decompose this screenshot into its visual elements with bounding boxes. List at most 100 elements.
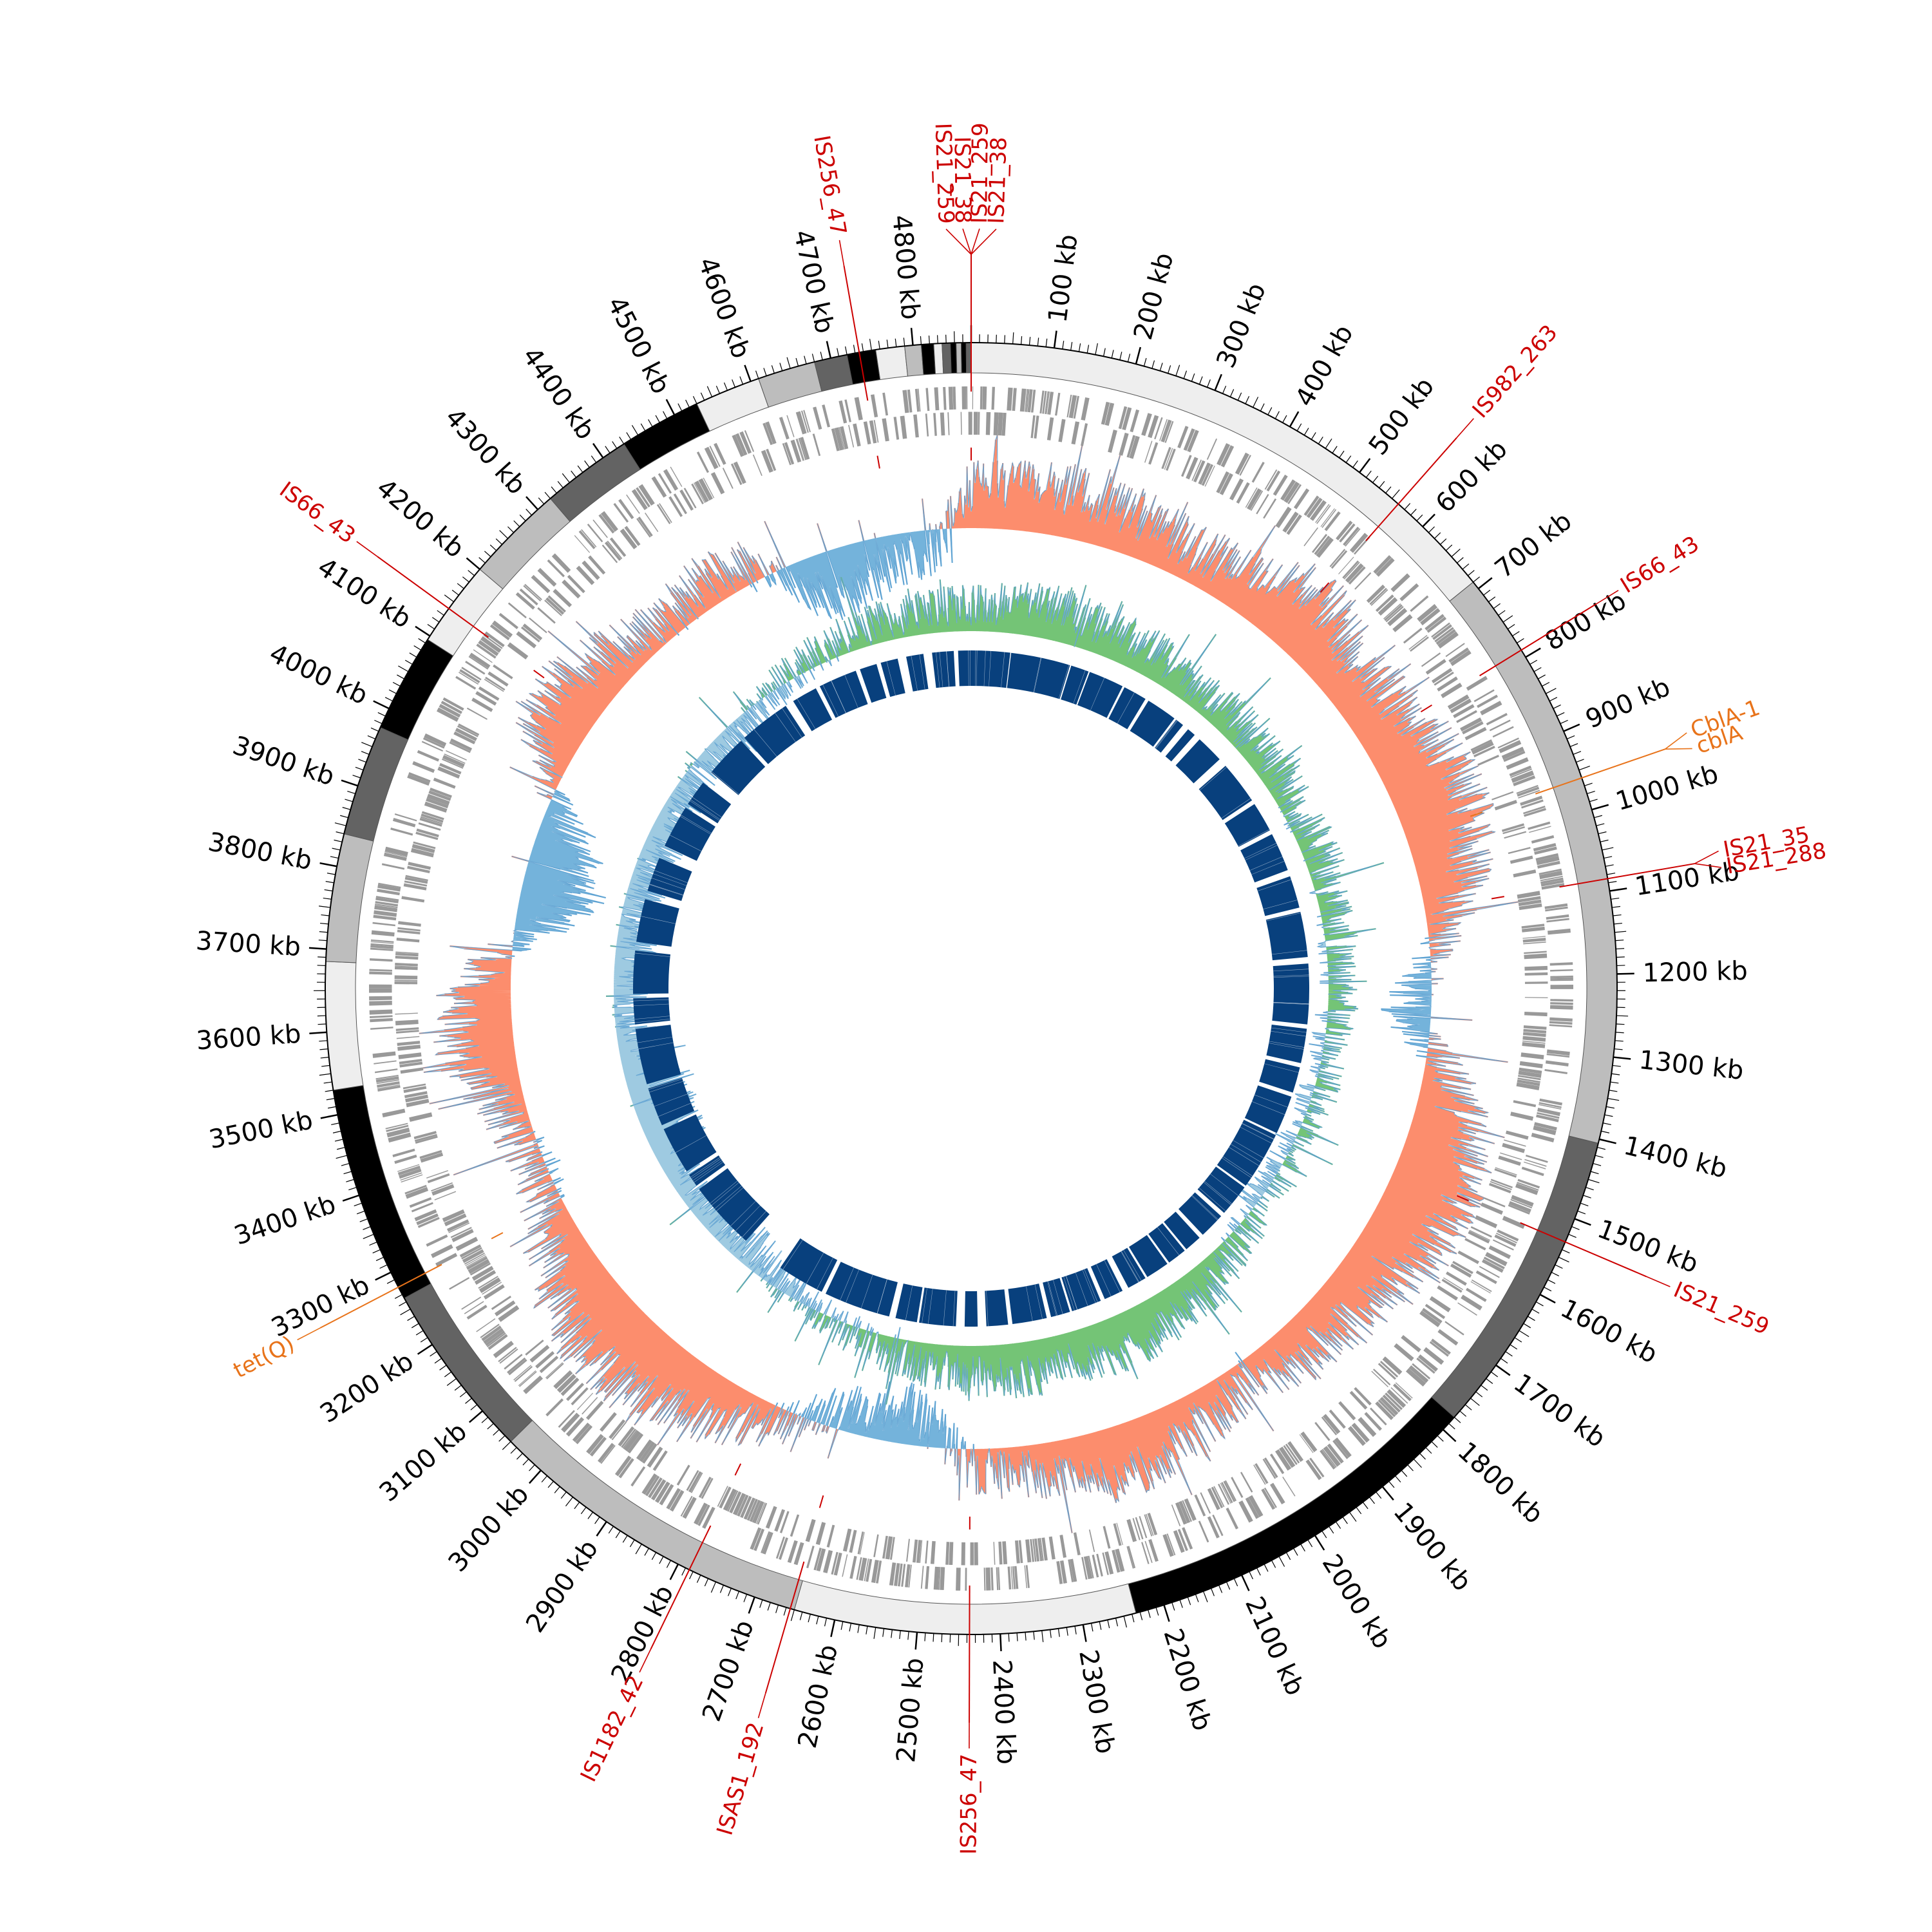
gene-feature bbox=[1081, 1557, 1088, 1580]
gene-feature bbox=[710, 472, 725, 495]
gene-feature bbox=[779, 1511, 790, 1533]
gene-feature bbox=[882, 392, 889, 416]
blast-gap-line bbox=[1164, 728, 1188, 757]
gene-feature bbox=[498, 1347, 517, 1363]
minor-tick bbox=[444, 1371, 452, 1378]
minor-tick bbox=[560, 1492, 567, 1499]
blast-gap-line bbox=[692, 797, 722, 818]
blast-gap-line bbox=[1273, 1002, 1309, 1005]
gene-feature bbox=[582, 560, 600, 580]
gene-feature bbox=[1104, 1551, 1114, 1575]
minor-tick bbox=[468, 570, 475, 576]
minor-tick bbox=[1616, 1023, 1625, 1025]
blast-gap-line bbox=[1047, 1281, 1057, 1316]
gene-feature bbox=[940, 1567, 945, 1591]
major-tick bbox=[309, 1031, 327, 1034]
gene-feature bbox=[1071, 421, 1080, 445]
minor-tick bbox=[1151, 360, 1155, 369]
gene-feature bbox=[1101, 401, 1110, 425]
minor-tick bbox=[1148, 1609, 1151, 1618]
gene-feature bbox=[1327, 1443, 1344, 1464]
gene-feature bbox=[375, 1076, 399, 1083]
minor-tick bbox=[849, 1623, 852, 1632]
minor-tick bbox=[1578, 766, 1590, 771]
gene-feature bbox=[762, 422, 773, 446]
major-tick bbox=[1289, 411, 1300, 428]
gene-feature bbox=[1201, 464, 1213, 486]
gene-feature bbox=[1422, 1307, 1443, 1324]
gene-feature bbox=[1550, 979, 1573, 981]
gene-feature bbox=[1536, 855, 1560, 866]
minor-tick bbox=[1615, 1032, 1624, 1034]
gene-feature bbox=[535, 1351, 555, 1368]
minor-tick bbox=[342, 807, 351, 810]
minor-tick bbox=[1025, 1632, 1027, 1641]
gene-feature bbox=[1034, 415, 1039, 439]
gene-feature bbox=[1503, 750, 1526, 762]
minor-tick bbox=[1095, 343, 1098, 355]
minor-tick bbox=[1168, 365, 1171, 374]
gene-feature bbox=[405, 1094, 428, 1103]
gene-feature bbox=[1025, 1565, 1030, 1588]
gene-feature bbox=[985, 412, 991, 435]
major-tick bbox=[1163, 1604, 1170, 1622]
gene-feature bbox=[446, 1219, 469, 1232]
minor-tick bbox=[663, 411, 668, 419]
gene-feature bbox=[1059, 1560, 1067, 1584]
blast-gap-line bbox=[860, 1274, 873, 1309]
gene-feature bbox=[1522, 938, 1546, 943]
minor-tick bbox=[1486, 1378, 1493, 1384]
minor-tick bbox=[816, 1616, 819, 1625]
minor-tick bbox=[1594, 815, 1602, 819]
gene-feature bbox=[1475, 1270, 1497, 1284]
minor-tick bbox=[996, 334, 997, 343]
minor-tick bbox=[1551, 1272, 1559, 1276]
gene-feature bbox=[368, 988, 392, 993]
blast-gap-line bbox=[1191, 1195, 1218, 1220]
minor-tick bbox=[320, 922, 329, 925]
gene-feature bbox=[1141, 1542, 1150, 1564]
minor-tick bbox=[519, 514, 526, 522]
gene-feature bbox=[1348, 566, 1366, 585]
gene-feature bbox=[631, 489, 648, 511]
gene-feature bbox=[1014, 1540, 1020, 1564]
gene-feature bbox=[1112, 1549, 1121, 1573]
gene-feature bbox=[1528, 821, 1551, 830]
gene-feature bbox=[386, 1127, 410, 1138]
gene-feature bbox=[388, 1132, 412, 1143]
gene-feature bbox=[374, 910, 397, 917]
gene-feature bbox=[1173, 1530, 1185, 1553]
gene-feature bbox=[478, 639, 499, 656]
gene-feature bbox=[1369, 587, 1387, 605]
resistance-gene-label: tet(Q) bbox=[229, 1331, 299, 1383]
gene-feature bbox=[405, 1187, 429, 1199]
minor-tick bbox=[1470, 1397, 1480, 1406]
gene-feature bbox=[1393, 1383, 1412, 1401]
gene-feature bbox=[1007, 387, 1013, 411]
minor-tick bbox=[541, 1475, 548, 1482]
minor-tick bbox=[873, 1627, 876, 1639]
gene-feature bbox=[1027, 389, 1033, 413]
minor-tick bbox=[320, 1056, 329, 1059]
gene-feature bbox=[1180, 455, 1192, 477]
blast-gap-line bbox=[649, 884, 684, 895]
minor-tick bbox=[459, 1391, 467, 1397]
blast-hit-segment bbox=[880, 658, 905, 697]
gene-feature bbox=[1441, 1278, 1463, 1293]
minor-tick bbox=[1445, 544, 1453, 551]
blast-hit-segment bbox=[971, 650, 1010, 688]
gene-feature bbox=[1239, 455, 1251, 476]
gene-feature bbox=[641, 1473, 658, 1495]
minor-tick bbox=[1183, 370, 1188, 379]
gene-feature bbox=[1226, 1508, 1238, 1530]
minor-tick bbox=[1394, 1475, 1401, 1482]
mobile-element-fan bbox=[639, 1649, 652, 1673]
blast-hit-segment bbox=[825, 1262, 898, 1317]
minor-tick bbox=[1342, 1517, 1348, 1524]
gene-feature bbox=[461, 1296, 482, 1310]
gene-feature bbox=[553, 589, 573, 608]
gene-feature bbox=[474, 1270, 497, 1285]
gene-feature bbox=[399, 1168, 422, 1179]
minor-tick bbox=[1586, 1187, 1594, 1191]
gene-feature bbox=[523, 585, 542, 601]
